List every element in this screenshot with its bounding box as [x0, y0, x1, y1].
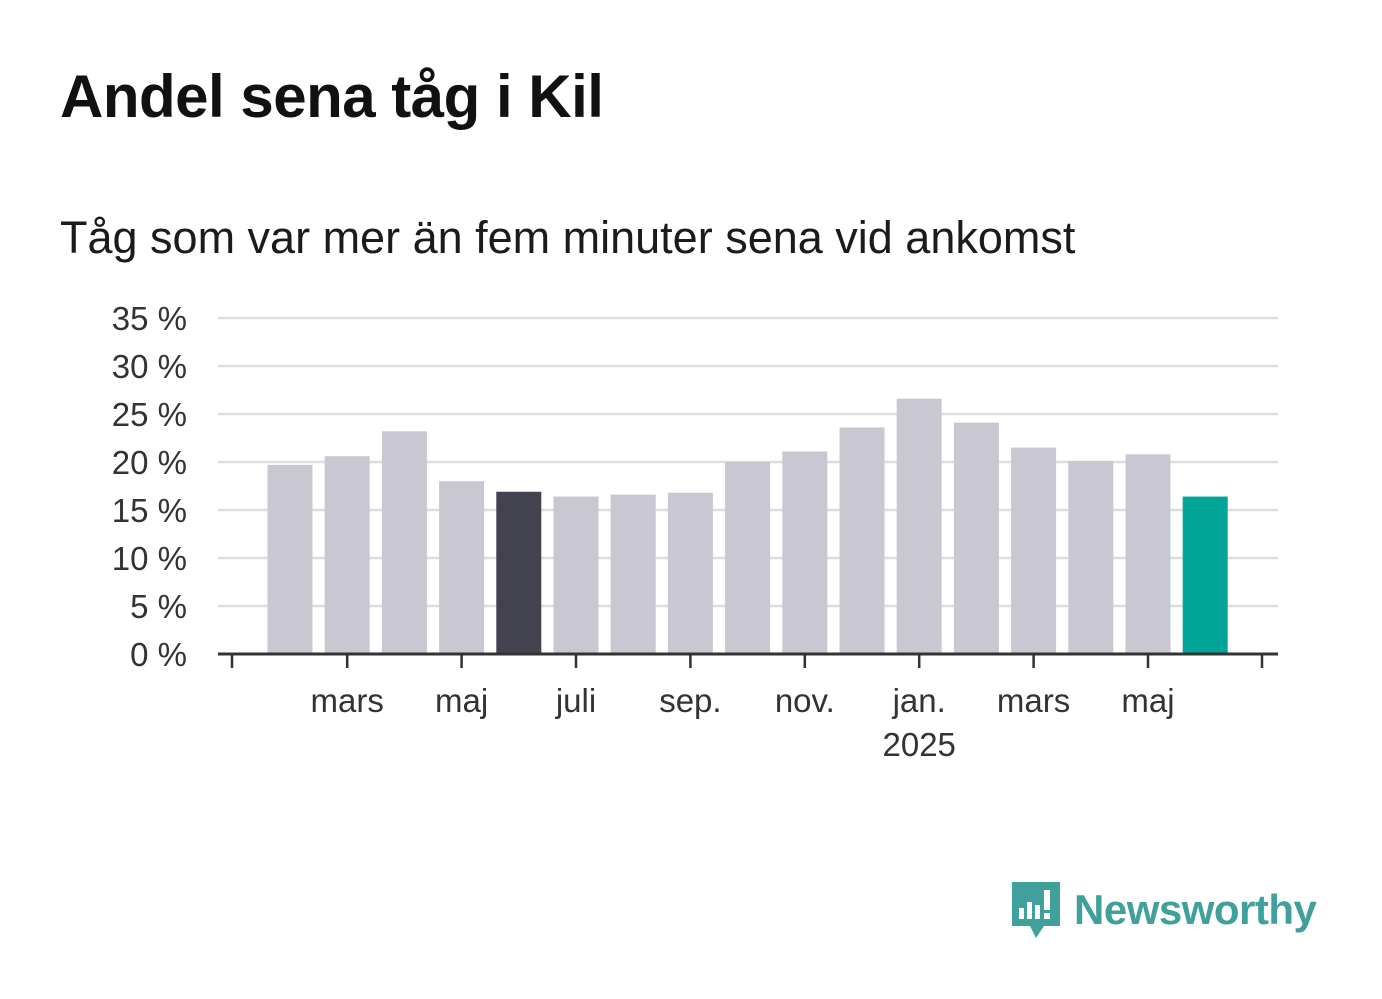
bar-chart: 0 % 5 % 10 % 15 % 20 % 25 % 30 % 35 % mars maj ju… [112, 300, 1278, 763]
x-tick-label: mars [997, 682, 1070, 719]
bar [896, 398, 942, 654]
bar [381, 431, 427, 654]
x-tick-label: mars [311, 682, 384, 719]
x-tick-label: maj [435, 682, 488, 719]
x-tick-label: jan. [892, 682, 946, 719]
brand-name: Newsworthy [1074, 886, 1317, 933]
y-tick-label: 35 % [112, 300, 187, 337]
bar [667, 492, 713, 654]
x-tick-label: juli [555, 682, 596, 719]
bar [1125, 454, 1171, 654]
y-tick-label: 15 % [112, 492, 187, 529]
x-axis-labels: mars maj juli sep. nov. jan. 2025 mars maj [311, 682, 1175, 763]
y-tick-label: 5 % [130, 588, 187, 625]
y-tick-label: 10 % [112, 540, 187, 577]
bar [267, 464, 313, 654]
bar [610, 494, 656, 654]
x-axis [218, 652, 1278, 668]
newsworthy-logo: Newsworthy [1010, 880, 1317, 940]
x-tick-label: sep. [659, 682, 721, 719]
bar [782, 451, 828, 654]
y-axis-labels: 0 % 5 % 10 % 15 % 20 % 25 % 30 % 35 % [112, 300, 187, 673]
y-tick-label: 0 % [130, 636, 187, 673]
x-tick-label: maj [1121, 682, 1174, 719]
bar [496, 491, 542, 654]
bar [324, 456, 370, 654]
bar [553, 496, 599, 654]
newsworthy-chart-bubble-icon [1012, 882, 1060, 938]
bar [1011, 447, 1057, 654]
bar [1182, 496, 1228, 654]
x-tick-sublabel: 2025 [882, 726, 955, 763]
bar [725, 462, 771, 654]
y-tick-label: 25 % [112, 396, 187, 433]
bar [439, 481, 485, 654]
x-tick-label: nov. [775, 682, 835, 719]
y-tick-label: 20 % [112, 444, 187, 481]
chart-title: Andel sena tåg i Kil [60, 63, 604, 130]
bar [839, 427, 885, 654]
y-tick-label: 30 % [112, 348, 187, 385]
chart-subtitle: Tåg som var mer än fem minuter sena vid … [60, 212, 1076, 263]
bars [267, 398, 1228, 654]
bar [1068, 461, 1114, 654]
bar [953, 422, 999, 654]
